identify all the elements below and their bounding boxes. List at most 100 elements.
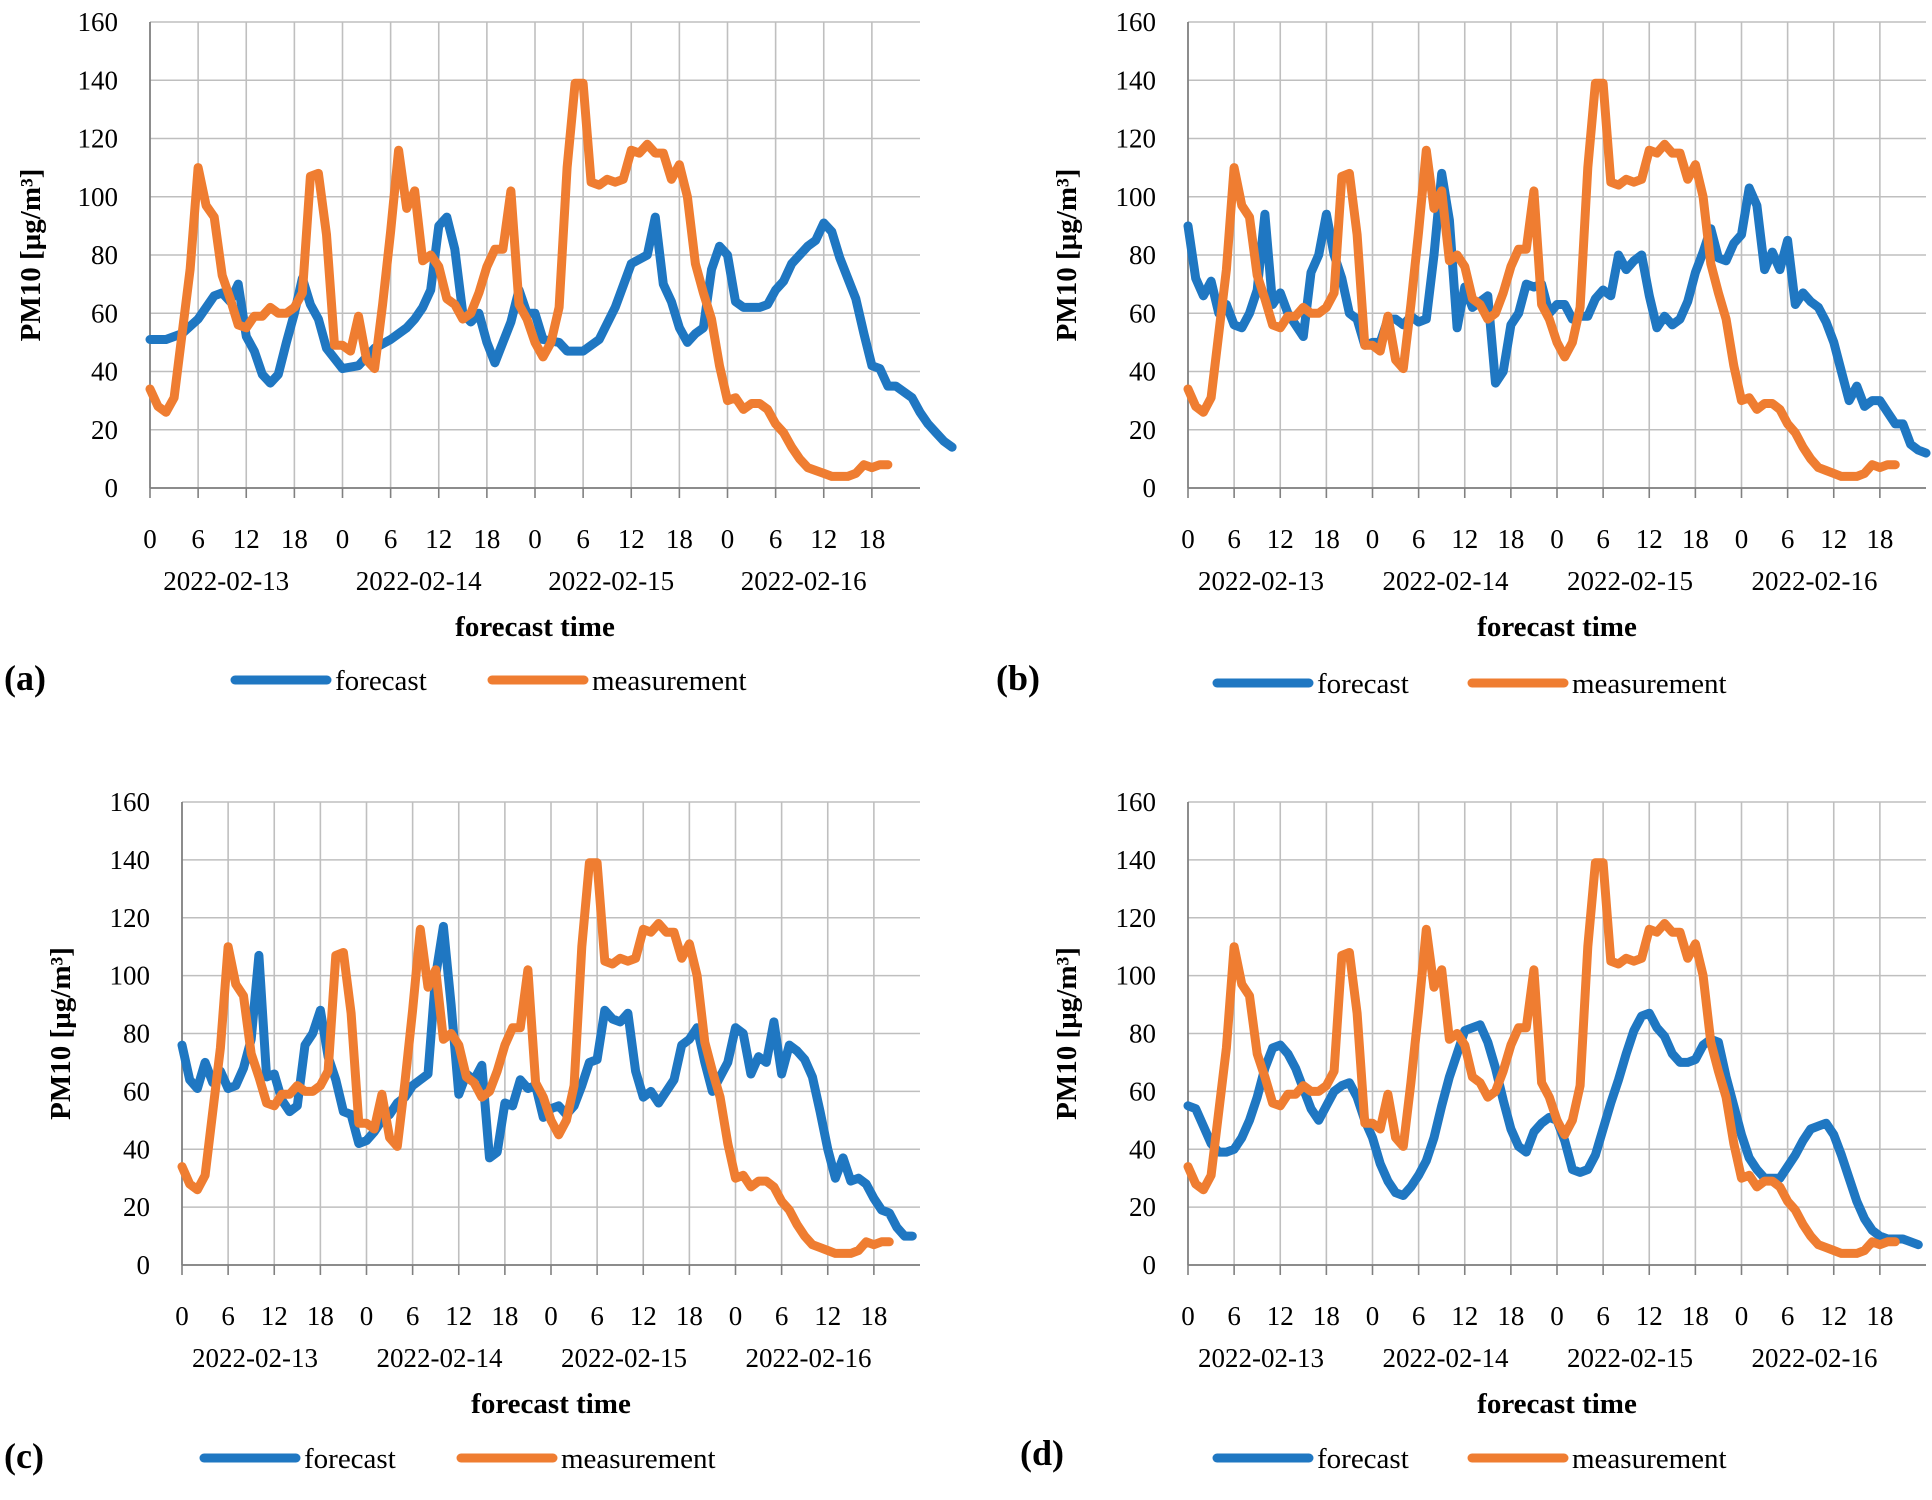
x-tick-label: 18	[1497, 1301, 1524, 1331]
date-label: 2022-02-13	[192, 1343, 318, 1373]
legend-label-forecast: forecast	[304, 1443, 396, 1475]
date-label: 2022-02-13	[163, 566, 289, 596]
date-label: 2022-02-13	[1198, 1343, 1324, 1373]
x-tick-label: 12	[261, 1301, 288, 1331]
y-tick-label: 120	[110, 903, 151, 933]
x-tick-label: 18	[860, 1301, 887, 1331]
date-label: 2022-02-15	[548, 566, 674, 596]
x-tick-label: 6	[1781, 1301, 1795, 1331]
y-tick-label: 40	[1129, 357, 1156, 387]
measurement-line	[177, 858, 894, 1258]
legend-label-forecast: forecast	[335, 665, 427, 697]
x-tick-label: 18	[666, 524, 693, 554]
date-label: 2022-02-14	[377, 1343, 503, 1373]
y-tick-label: 80	[123, 1019, 150, 1049]
y-tick-label: 160	[1116, 787, 1157, 817]
x-tick-label: 0	[544, 1301, 558, 1331]
x-tick-label: 12	[1451, 1301, 1478, 1331]
x-tick-label: 6	[1412, 1301, 1426, 1331]
x-tick-label: 0	[175, 1301, 189, 1331]
x-tick-label: 0	[360, 1301, 374, 1331]
date-label: 2022-02-16	[741, 566, 867, 596]
x-tick-label: 0	[1735, 524, 1749, 554]
x-tick-label: 18	[1866, 1301, 1893, 1331]
y-tick-label: 120	[1116, 124, 1157, 154]
x-tick-label: 0	[143, 524, 157, 554]
y-tick-label: 40	[91, 357, 118, 387]
y-tick-label: 160	[78, 7, 119, 37]
x-tick-label: 18	[473, 524, 500, 554]
x-tick-label: 18	[1313, 1301, 1340, 1331]
y-tick-label: 100	[1116, 182, 1157, 212]
x-tick-label: 18	[1497, 524, 1524, 554]
chart-panel-b: 0 20 40 60 80 100 120 140 160 0 6 12 18 0 6 12 18 0 6 12 18 0…	[996, 7, 1931, 700]
y-tick-label: 60	[1129, 1076, 1156, 1106]
panel-label: (d)	[1020, 1433, 1064, 1473]
x-tick-label: 0	[1550, 524, 1564, 554]
y-tick-label: 20	[91, 415, 118, 445]
y-tick-label: 140	[110, 845, 151, 875]
y-tick-label: 140	[78, 65, 119, 95]
x-tick-label: 18	[1682, 1301, 1709, 1331]
x-tick-label: 6	[1596, 1301, 1610, 1331]
legend-label-measurement: measurement	[1572, 1443, 1727, 1475]
x-tick-label: 0	[1550, 1301, 1564, 1331]
x-axis-title: forecast time	[1477, 611, 1637, 643]
x-tick-label: 12	[810, 524, 837, 554]
y-axis-title: PM10 [µg/m³]	[1051, 169, 1083, 342]
chart-panel-c: 0 20 40 60 80 100 120 140 160 0 6 12 18 0 6 12 18 0 6 12 18 0…	[4, 787, 920, 1476]
x-tick-label: 6	[590, 1301, 604, 1331]
legend-label-forecast: forecast	[1317, 668, 1409, 700]
x-tick-label: 6	[221, 1301, 235, 1331]
x-tick-label: 12	[233, 524, 260, 554]
y-tick-label: 120	[78, 124, 119, 154]
y-tick-label: 80	[91, 240, 118, 270]
date-label: 2022-02-15	[561, 1343, 687, 1373]
date-label: 2022-02-16	[1752, 1343, 1878, 1373]
forecast-line	[145, 212, 957, 452]
y-axis-title: PM10 [µg/m³]	[15, 169, 47, 342]
date-label: 2022-02-15	[1567, 566, 1693, 596]
x-tick-label: 12	[618, 524, 645, 554]
y-tick-label: 160	[110, 787, 151, 817]
y-tick-label: 0	[105, 473, 119, 503]
x-tick-label: 18	[1682, 524, 1709, 554]
x-tick-label: 0	[729, 1301, 743, 1331]
x-tick-label: 18	[491, 1301, 518, 1331]
x-tick-label: 6	[1596, 524, 1610, 554]
x-tick-label: 0	[528, 524, 542, 554]
legend-label-measurement: measurement	[561, 1443, 716, 1475]
x-tick-label: 12	[1636, 1301, 1663, 1331]
x-tick-label: 0	[1181, 1301, 1195, 1331]
y-tick-label: 140	[1116, 845, 1157, 875]
x-tick-label: 18	[281, 524, 308, 554]
x-tick-label: 12	[445, 1301, 472, 1331]
panel-label: (b)	[996, 658, 1040, 698]
measurement-line	[1183, 78, 1900, 481]
y-tick-label: 40	[123, 1134, 150, 1164]
x-tick-label: 12	[1267, 1301, 1294, 1331]
date-label: 2022-02-14	[356, 566, 482, 596]
y-tick-label: 20	[123, 1192, 150, 1222]
x-tick-label: 6	[769, 524, 783, 554]
x-tick-label: 18	[1866, 524, 1893, 554]
x-tick-label: 6	[406, 1301, 420, 1331]
x-tick-label: 6	[1412, 524, 1426, 554]
y-tick-label: 160	[1116, 7, 1157, 37]
y-tick-label: 20	[1129, 415, 1156, 445]
date-label: 2022-02-16	[1752, 566, 1878, 596]
forecast-line	[1183, 168, 1931, 458]
x-tick-label: 0	[336, 524, 350, 554]
x-tick-label: 0	[1366, 524, 1380, 554]
x-axis-title: forecast time	[1477, 1388, 1637, 1420]
x-tick-label: 6	[1227, 524, 1241, 554]
y-tick-label: 60	[91, 298, 118, 328]
y-tick-label: 100	[1116, 961, 1157, 991]
x-tick-label: 12	[1451, 524, 1478, 554]
x-tick-label: 6	[1781, 524, 1795, 554]
y-tick-label: 40	[1129, 1134, 1156, 1164]
x-tick-label: 0	[721, 524, 735, 554]
y-axis-title: PM10 [µg/m³]	[1051, 947, 1083, 1120]
